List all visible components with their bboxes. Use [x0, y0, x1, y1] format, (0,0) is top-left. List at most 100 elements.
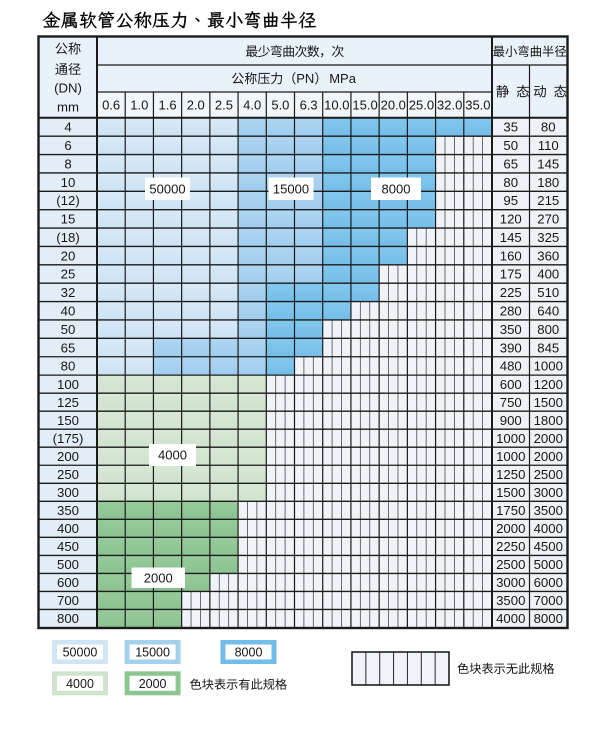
svg-text:180: 180 — [537, 175, 559, 190]
svg-text:1000: 1000 — [534, 359, 563, 374]
svg-text:10: 10 — [61, 175, 76, 190]
svg-text:215: 215 — [537, 193, 559, 208]
svg-text:4000: 4000 — [534, 521, 563, 536]
svg-text:32.0: 32.0 — [437, 98, 462, 113]
svg-text:600: 600 — [57, 575, 79, 590]
svg-text:15000: 15000 — [135, 646, 170, 660]
svg-text:(12): (12) — [56, 193, 79, 208]
svg-text:35: 35 — [503, 120, 518, 135]
svg-text:4000: 4000 — [158, 448, 187, 463]
svg-text:100: 100 — [57, 377, 79, 392]
svg-text:4.0: 4.0 — [243, 98, 261, 113]
svg-text:4000: 4000 — [496, 611, 525, 626]
svg-text:2000: 2000 — [534, 431, 563, 446]
svg-text:5.0: 5.0 — [271, 98, 289, 113]
svg-text:1.6: 1.6 — [159, 98, 177, 113]
svg-text:50000: 50000 — [149, 181, 185, 196]
svg-text:350: 350 — [57, 503, 79, 518]
svg-text:65: 65 — [503, 156, 518, 171]
svg-text:8000: 8000 — [382, 181, 411, 196]
svg-text:4500: 4500 — [534, 539, 563, 554]
svg-text:10.0: 10.0 — [324, 98, 349, 113]
svg-text:40: 40 — [61, 303, 76, 318]
svg-text:250: 250 — [57, 467, 79, 482]
svg-text:8000: 8000 — [534, 611, 563, 626]
svg-text:400: 400 — [57, 521, 79, 536]
svg-text:280: 280 — [500, 303, 522, 318]
svg-text:800: 800 — [57, 611, 79, 626]
svg-text:mm: mm — [57, 99, 79, 114]
svg-text:1800: 1800 — [534, 413, 563, 428]
svg-text:400: 400 — [537, 267, 559, 282]
svg-text:2500: 2500 — [496, 557, 525, 572]
svg-text:750: 750 — [500, 395, 522, 410]
svg-text:65: 65 — [61, 340, 76, 355]
svg-text:20.0: 20.0 — [381, 98, 406, 113]
svg-text:2.5: 2.5 — [215, 98, 233, 113]
svg-text:2500: 2500 — [534, 467, 563, 482]
svg-text:15000: 15000 — [273, 181, 309, 196]
svg-text:270: 270 — [537, 212, 559, 227]
svg-text:50: 50 — [503, 138, 518, 153]
svg-text:900: 900 — [500, 413, 522, 428]
svg-text:2000: 2000 — [496, 521, 525, 536]
svg-text:350: 350 — [500, 322, 522, 337]
svg-text:1000: 1000 — [496, 449, 525, 464]
svg-text:225: 225 — [500, 285, 522, 300]
svg-text:640: 640 — [537, 303, 559, 318]
svg-text:120: 120 — [500, 212, 522, 227]
svg-text:50000: 50000 — [63, 646, 98, 660]
svg-text:(18): (18) — [56, 230, 79, 245]
svg-text:160: 160 — [500, 248, 522, 263]
svg-text:125: 125 — [57, 395, 79, 410]
svg-text:2000: 2000 — [144, 570, 173, 585]
svg-text:80: 80 — [503, 175, 518, 190]
svg-text:25.0: 25.0 — [409, 98, 434, 113]
svg-text:7000: 7000 — [534, 593, 563, 608]
svg-text:1750: 1750 — [496, 503, 525, 518]
svg-text:0.6: 0.6 — [102, 98, 120, 113]
svg-text:1.0: 1.0 — [130, 98, 148, 113]
svg-text:8: 8 — [64, 156, 71, 171]
svg-text:500: 500 — [57, 557, 79, 572]
svg-text:1000: 1000 — [496, 431, 525, 446]
svg-text:450: 450 — [57, 539, 79, 554]
svg-text:25: 25 — [61, 267, 76, 282]
svg-text:4000: 4000 — [66, 677, 94, 691]
svg-text:4: 4 — [64, 120, 71, 135]
svg-text:95: 95 — [503, 193, 518, 208]
svg-text:390: 390 — [500, 340, 522, 355]
svg-text:145: 145 — [500, 230, 522, 245]
svg-text:1500: 1500 — [496, 485, 525, 500]
svg-text:MPa: MPa — [329, 71, 357, 86]
svg-text:50: 50 — [61, 322, 76, 337]
svg-text:510: 510 — [537, 285, 559, 300]
svg-text:8000: 8000 — [235, 646, 263, 660]
svg-text:150: 150 — [57, 413, 79, 428]
svg-text:(DN): (DN) — [54, 80, 82, 95]
svg-text:175: 175 — [500, 267, 522, 282]
svg-text:6.3: 6.3 — [300, 98, 318, 113]
svg-text:80: 80 — [61, 359, 76, 374]
svg-text:2000: 2000 — [534, 449, 563, 464]
svg-text:3500: 3500 — [534, 503, 563, 518]
svg-text:(175): (175) — [53, 431, 84, 446]
svg-text:700: 700 — [57, 593, 79, 608]
svg-text:80: 80 — [541, 120, 556, 135]
svg-text:1200: 1200 — [534, 377, 563, 392]
svg-text:2250: 2250 — [496, 539, 525, 554]
svg-text:20: 20 — [61, 248, 76, 263]
svg-text:2000: 2000 — [139, 677, 167, 691]
svg-text:3000: 3000 — [534, 485, 563, 500]
svg-text:6: 6 — [64, 138, 71, 153]
svg-text:PN: PN — [296, 71, 314, 86]
svg-text:800: 800 — [537, 322, 559, 337]
svg-text:325: 325 — [537, 230, 559, 245]
svg-text:300: 300 — [57, 485, 79, 500]
svg-text:32: 32 — [61, 285, 76, 300]
svg-text:480: 480 — [500, 359, 522, 374]
svg-text:15.0: 15.0 — [352, 98, 377, 113]
svg-text:845: 845 — [537, 340, 559, 355]
svg-text:1250: 1250 — [496, 467, 525, 482]
svg-text:360: 360 — [537, 248, 559, 263]
